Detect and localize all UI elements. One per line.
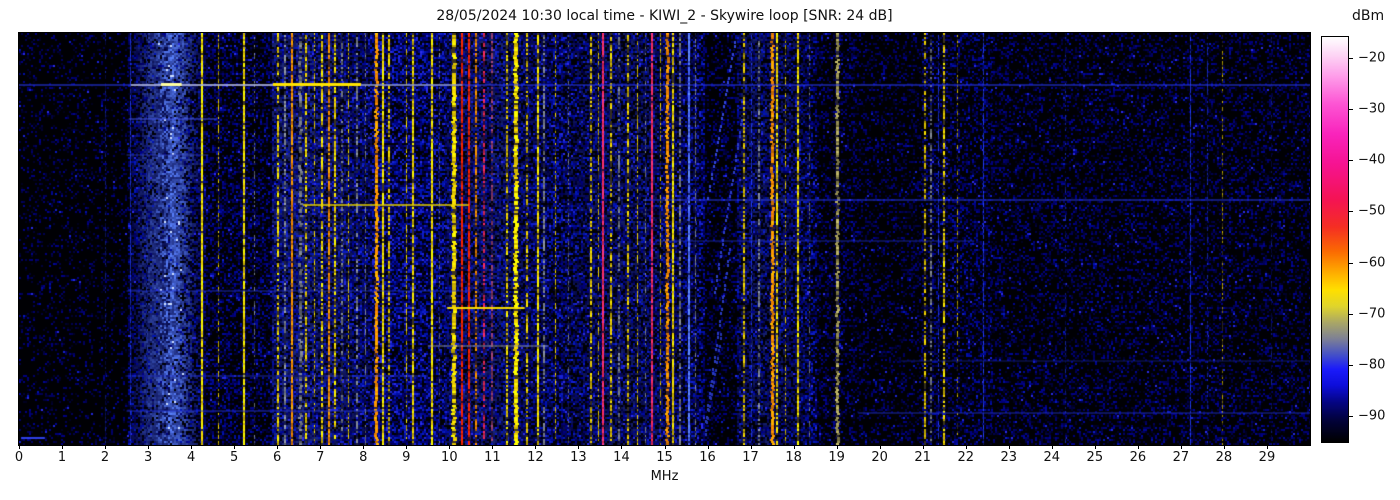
colorbar — [1321, 36, 1349, 443]
x-tick-label: 0 — [14, 450, 24, 465]
x-tick-label: 3 — [143, 450, 153, 465]
colorbar-tick-label: −60 — [1358, 255, 1386, 271]
colorbar-unit-label: dBm — [1352, 8, 1385, 24]
x-tick-label: 16 — [699, 450, 716, 465]
colorbar-gradient-canvas — [1322, 37, 1348, 442]
x-tick-label: 1 — [57, 450, 67, 465]
x-tick-label: 25 — [1086, 450, 1104, 465]
colorbar-tick-mark — [1348, 57, 1353, 59]
colorbar-tick-label: −90 — [1358, 408, 1386, 424]
colorbar-tick-label: −50 — [1358, 203, 1386, 219]
colorbar-tick-label: −80 — [1358, 357, 1386, 373]
x-tick-label: 19 — [828, 450, 845, 465]
x-tick-label: 2 — [100, 450, 110, 465]
x-tick-label: 7 — [316, 450, 325, 465]
x-tick-label: 4 — [186, 450, 196, 465]
x-tick-label: 13 — [570, 450, 587, 465]
colorbar-tick-label: −70 — [1358, 306, 1386, 322]
x-tick-label: 26 — [1129, 450, 1147, 465]
x-tick-label: 24 — [1043, 450, 1061, 465]
x-tick-label: 12 — [527, 450, 544, 465]
x-tick-label: 9 — [402, 450, 411, 465]
x-axis-unit-label: MHz — [650, 469, 679, 484]
waterfall-heatmap-canvas — [19, 33, 1310, 445]
x-tick-label: 14 — [613, 450, 630, 465]
colorbar-tick-mark — [1348, 262, 1353, 264]
colorbar-tick-mark — [1348, 365, 1353, 367]
x-tick-label: 8 — [359, 450, 368, 465]
x-tick-label: 18 — [785, 450, 802, 465]
x-tick-label: 27 — [1172, 450, 1190, 465]
x-tick-label: 20 — [871, 450, 888, 465]
x-tick-label: 23 — [1000, 450, 1018, 465]
x-tick-label: 22 — [957, 450, 974, 465]
figure-title: 28/05/2024 10:30 local time - KIWI_2 - S… — [436, 8, 893, 24]
colorbar-tick-mark — [1348, 160, 1353, 162]
x-tick-label: 28 — [1215, 450, 1233, 465]
x-tick-label: 17 — [742, 450, 759, 465]
colorbar-tick-label: −20 — [1358, 50, 1386, 65]
colorbar-tick-mark — [1348, 416, 1353, 418]
x-tick-label: 29 — [1258, 450, 1276, 465]
colorbar-tick-label: −30 — [1358, 101, 1386, 117]
colorbar-tick-mark — [1348, 211, 1353, 213]
colorbar-tick-mark — [1348, 108, 1353, 110]
x-tick-label: 15 — [656, 450, 673, 465]
x-tick-label: 11 — [484, 450, 501, 465]
waterfall-plot-area — [18, 32, 1311, 446]
x-tick-label: 5 — [230, 450, 239, 465]
colorbar-tick-label: −40 — [1358, 152, 1386, 168]
x-tick-label: 10 — [441, 450, 458, 465]
colorbar-tick-mark — [1348, 313, 1353, 315]
x-tick-label: 6 — [273, 450, 282, 465]
x-tick-label: 21 — [914, 450, 931, 465]
